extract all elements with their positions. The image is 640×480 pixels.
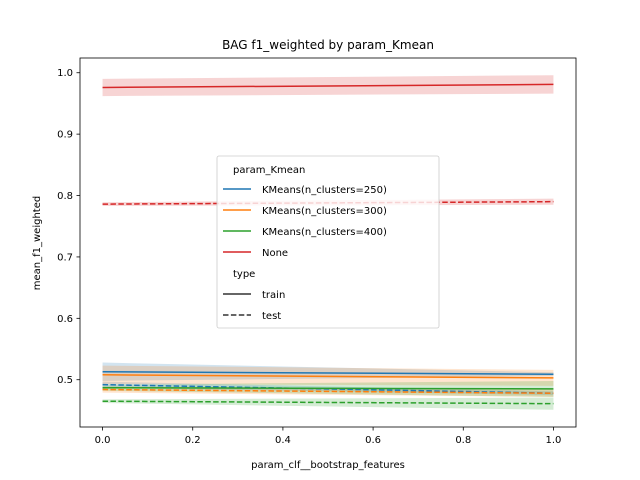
series-line-kmeans-n-clusters-400-test	[102, 400, 554, 405]
x-tick-label: 0.8	[455, 435, 471, 446]
x-tick-label: 0.4	[275, 435, 291, 446]
legend-label-train: train	[262, 290, 285, 301]
legend-label-kmeans-n-clusters-300: KMeans(n_clusters=300)	[262, 206, 387, 217]
ci-band-kmeans-n-clusters-250-train	[102, 362, 554, 381]
legend-label-none: None	[262, 248, 288, 259]
series-line-none-train	[102, 83, 554, 89]
legend-box	[216, 155, 440, 329]
legend-hue-entries: KMeans(n_clusters=250) KMeans(n_clusters=…	[223, 185, 387, 259]
legend-label-test: test	[262, 311, 281, 322]
y-tick-label: 0.9	[57, 130, 73, 141]
series-line-kmeans-n-clusters-400-train	[102, 386, 554, 390]
x-tick-label: 0.0	[95, 435, 111, 446]
y-tick-label: 0.5	[57, 375, 73, 386]
series-line-kmeans-n-clusters-300-test	[102, 388, 554, 394]
x-axis-ticks: 0.0 0.2 0.4 0.6 0.8 1.0	[95, 427, 562, 446]
legend-label-kmeans-n-clusters-250: KMeans(n_clusters=250)	[262, 185, 387, 196]
legend-hue-title: param_Kmean	[233, 165, 305, 176]
y-tick-label: 0.7	[57, 252, 73, 263]
y-tick-label: 0.6	[57, 314, 73, 325]
y-axis-label: mean_f1_weighted	[32, 196, 43, 290]
legend-style-title: type	[233, 269, 255, 280]
series-lines	[102, 83, 554, 405]
y-axis-ticks: 0.5 0.6 0.7 0.8 0.9 1.0	[57, 68, 80, 386]
legend-label-kmeans-n-clusters-400: KMeans(n_clusters=400)	[262, 227, 387, 238]
legend-style-entries: train test	[223, 290, 285, 322]
axes-frame	[79, 57, 577, 428]
series-line-kmeans-n-clusters-300-train	[102, 374, 554, 379]
y-tick-label: 0.8	[57, 191, 73, 202]
chart-title: BAG f1_weighted by param_Kmean	[222, 38, 434, 52]
ci-band-kmeans-n-clusters-400-test	[102, 397, 554, 410]
plot-area	[79, 57, 577, 428]
x-tick-label: 0.2	[185, 435, 201, 446]
series-line-kmeans-n-clusters-250-train	[102, 370, 554, 375]
x-axis-label: param_clf__bootstrap_features	[251, 460, 405, 471]
x-tick-label: 1.0	[546, 435, 562, 446]
legend: param_Kmean KMeans(n_clusters=250)KMeans…	[216, 155, 440, 329]
y-tick-label: 1.0	[57, 68, 73, 79]
x-tick-label: 0.6	[365, 435, 381, 446]
